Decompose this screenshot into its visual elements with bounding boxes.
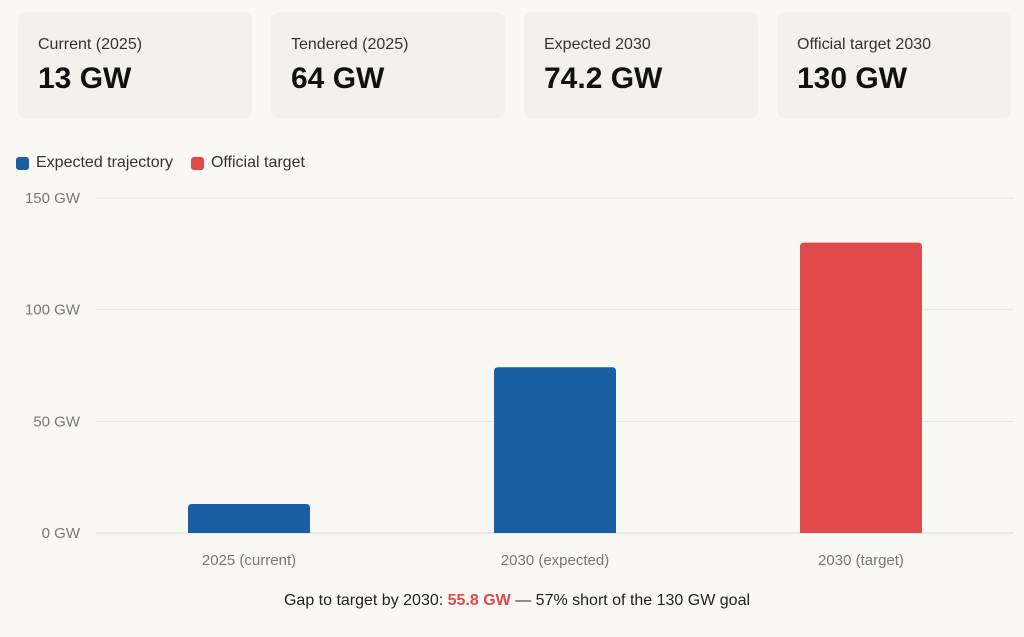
legend-swatch — [16, 156, 29, 170]
stat-label: Expected 2030 — [544, 36, 651, 53]
stat-value: 130 GW — [797, 62, 908, 95]
stat-card-current: Current (2025) 13 GW — [18, 12, 252, 118]
gap-prefix: Gap to target by 2030: — [283, 592, 448, 609]
bar — [800, 242, 922, 533]
gap-value: 55.8 GW — [447, 592, 511, 609]
y-tick-label: 150 GW — [25, 190, 81, 207]
chart-legend: Expected trajectory Official target — [16, 154, 305, 172]
legend-label: Official target — [210, 154, 305, 171]
gap-suffix: — 57% short of the 130 GW goal — [510, 592, 751, 609]
stat-label: Current (2025) — [38, 36, 143, 53]
legend-item-target[interactable]: Official target — [190, 154, 305, 172]
x-tick-label: 2025 (current) — [202, 552, 296, 569]
bar — [494, 367, 616, 533]
stat-value: 13 GW — [38, 62, 132, 95]
legend-swatch — [190, 156, 204, 170]
stat-card-expected: Expected 2030 74.2 GW — [524, 12, 758, 118]
legend-label: Expected trajectory — [36, 154, 173, 171]
y-tick-label: 100 GW — [25, 302, 81, 319]
gap-summary: Gap to target by 2030: 55.8 GW — 57% sho… — [0, 592, 1024, 610]
x-tick-label: 2030 (target) — [818, 552, 904, 569]
stat-value: 74.2 GW — [544, 62, 663, 95]
stat-value: 64 GW — [291, 62, 385, 95]
y-tick-label: 50 GW — [33, 413, 81, 430]
y-tick-label: 0 GW — [42, 525, 81, 542]
stat-card-target: Official target 2030 130 GW — [777, 12, 1011, 118]
x-tick-label: 2030 (expected) — [501, 552, 609, 569]
stat-card-tendered: Tendered (2025) 64 GW — [271, 12, 505, 118]
stat-label: Tendered (2025) — [291, 36, 409, 53]
bar — [188, 503, 310, 533]
legend-item-expected[interactable]: Expected trajectory — [16, 154, 173, 172]
stat-label: Official target 2030 — [797, 36, 932, 53]
